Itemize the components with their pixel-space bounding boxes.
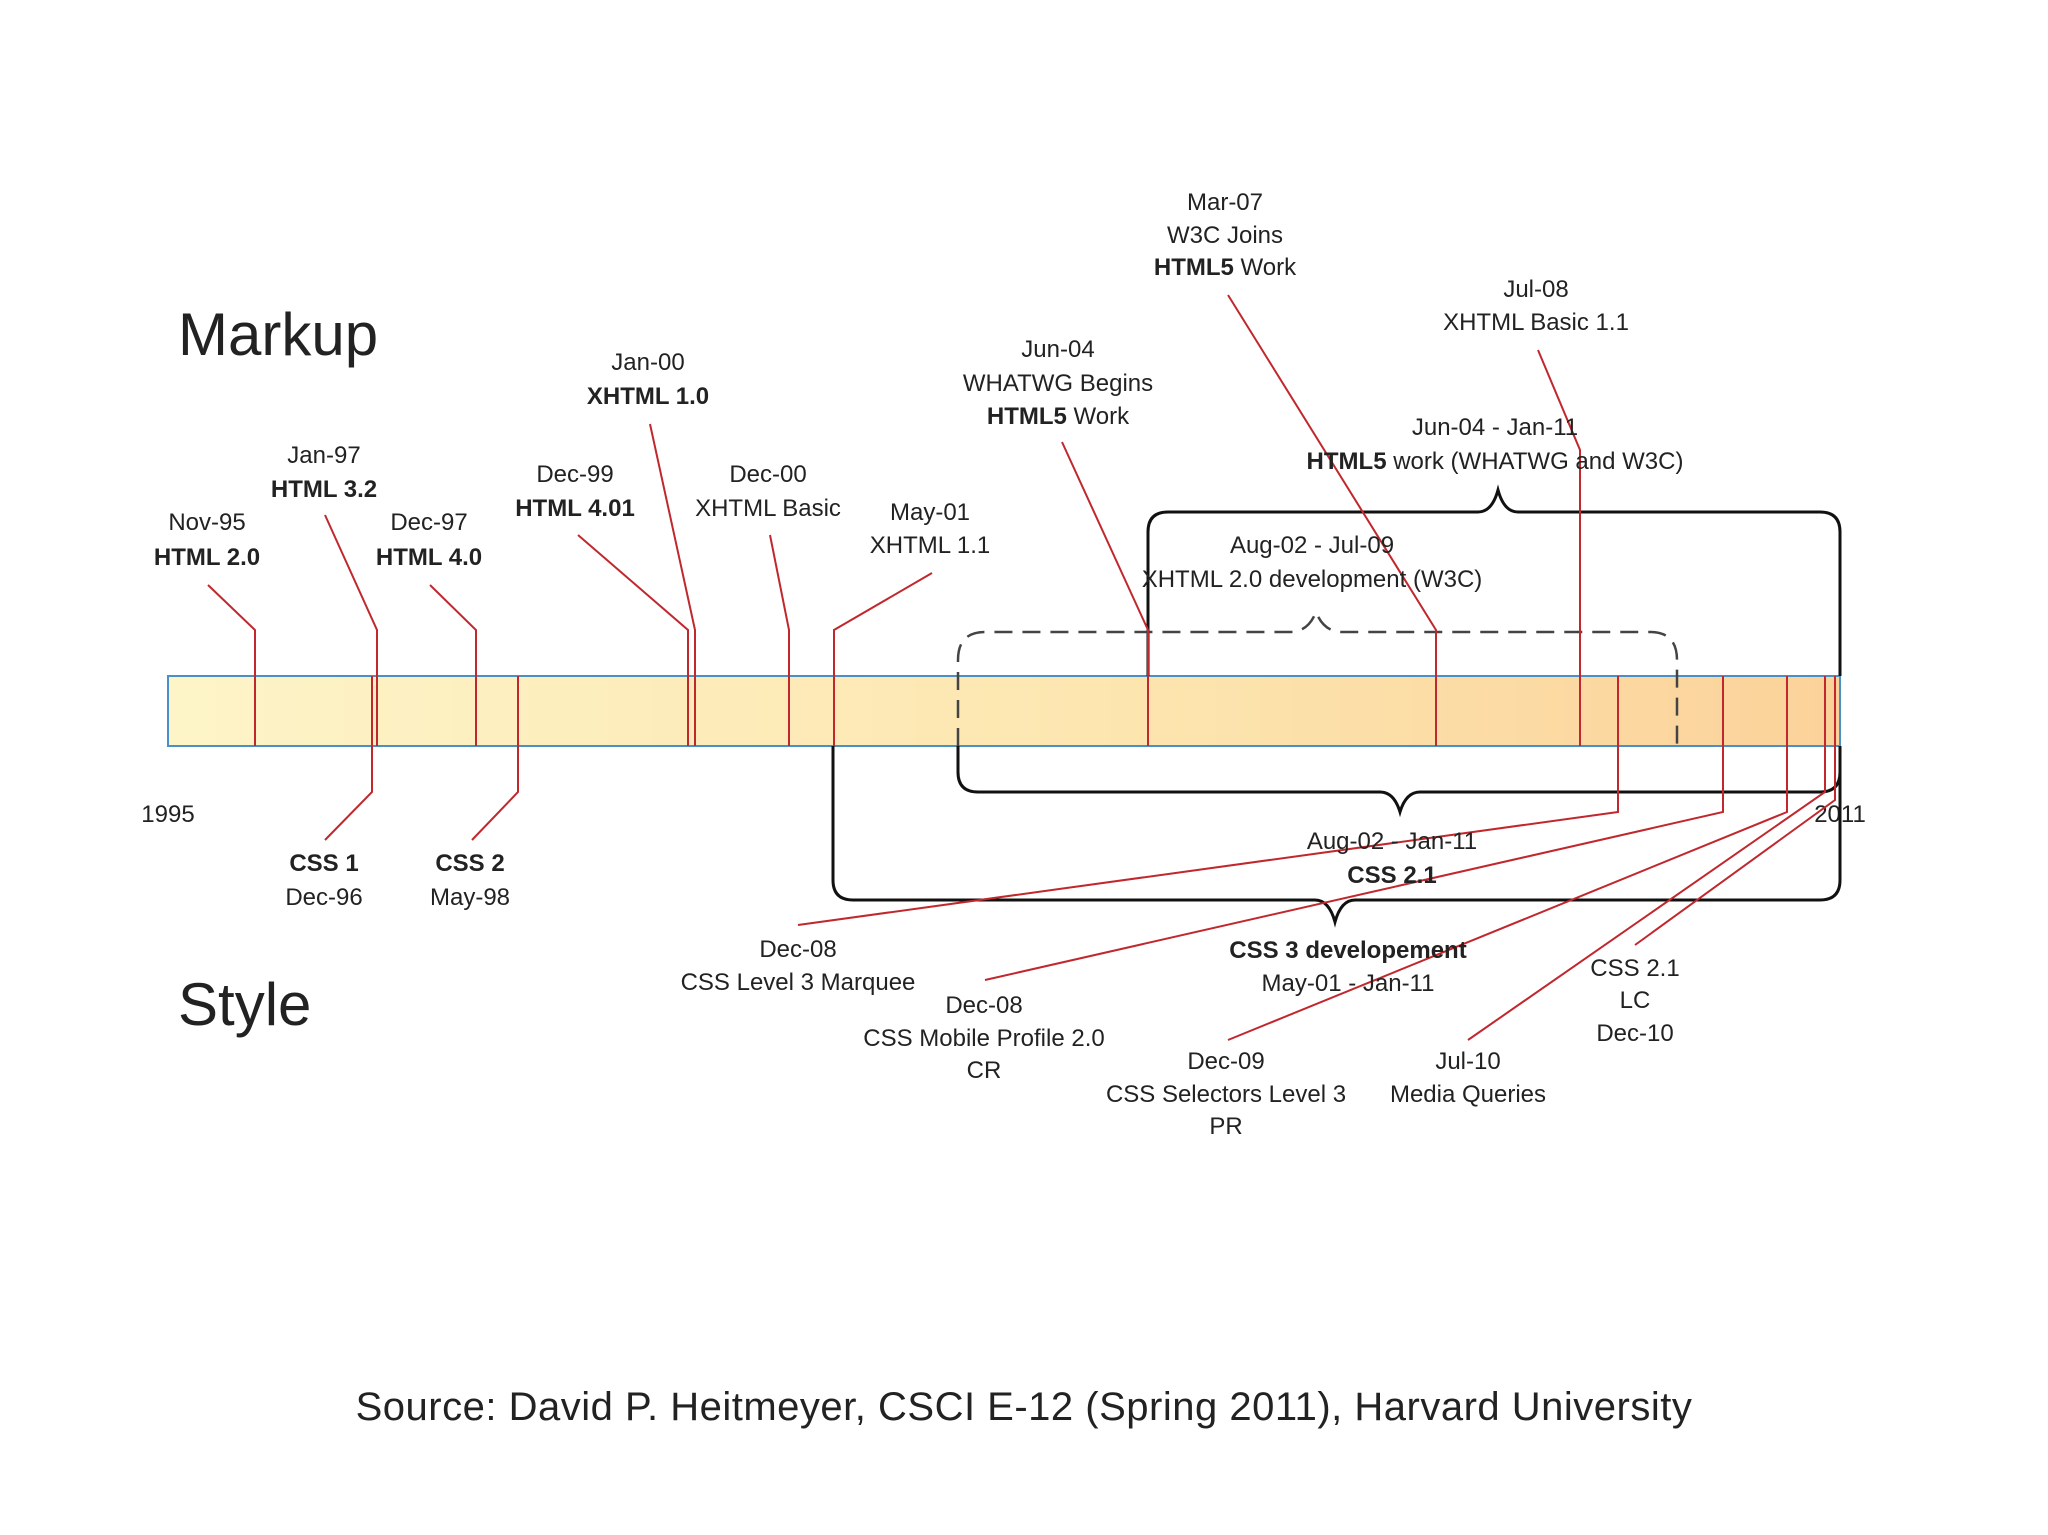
xhtml2-dev-brace — [956, 608, 1679, 746]
style-event-css1: CSS 1 Dec-96 — [285, 850, 362, 911]
event-date: Nov-95 — [168, 509, 245, 536]
span-name: CSS 2.1 — [1347, 862, 1436, 889]
axis-start-label: 1995 — [141, 801, 194, 828]
style-event-css2: CSS 2 May-98 — [430, 850, 510, 911]
event-name: XHTML Basic 1.1 — [1443, 309, 1629, 336]
span-name: XHTML 2.0 development (W3C) — [1142, 566, 1483, 593]
markup-event-nov95: Nov-95 HTML 2.0 — [154, 509, 260, 571]
event-date: Dec-00 — [729, 461, 806, 488]
markup-event-jan00: Jan-00 XHTML 1.0 — [587, 349, 709, 410]
css3-dev-brace — [831, 746, 1842, 928]
event-date: Dec-99 — [536, 461, 613, 488]
style-event-media-queries: Jul-10 Media Queries — [1390, 1048, 1546, 1108]
markup-event-jul08: Jul-08 XHTML Basic 1.1 — [1443, 276, 1629, 336]
span-range: Aug-02 - Jul-09 — [1230, 532, 1394, 559]
markup-heading: Markup — [178, 301, 378, 368]
event-date: Jul-10 — [1435, 1048, 1500, 1075]
markup-event-mar07: Mar-07 W3C Joins HTML5 Work — [1154, 189, 1297, 281]
span-range: May-01 - Jan-11 — [1262, 970, 1435, 997]
event-name: XHTML 1.0 — [587, 383, 709, 410]
markup-leader-lines — [207, 294, 1581, 746]
event-name: XHTML 1.1 — [870, 532, 990, 559]
markup-event-dec97: Dec-97 HTML 4.0 — [376, 509, 482, 571]
event-name: CSS 2 — [435, 850, 504, 877]
style-event-mobile-profile: Dec-08 CSS Mobile Profile 2.0 CR — [863, 992, 1104, 1084]
event-date: Jan-00 — [611, 349, 684, 376]
markup-event-dec99: Dec-99 HTML 4.01 — [515, 461, 635, 522]
style-leader-lines — [324, 676, 1836, 1041]
event-status: PR — [1209, 1113, 1242, 1140]
event-status: LC — [1620, 987, 1651, 1014]
markup-event-jun04: Jun-04 WHATWG Begins HTML5 Work — [963, 336, 1153, 430]
source-caption: Source: David P. Heitmeyer, CSCI E-12 (S… — [356, 1385, 1693, 1429]
markup-event-dec00: Dec-00 XHTML Basic — [695, 461, 841, 522]
event-name: CSS Mobile Profile 2.0 — [863, 1025, 1104, 1052]
markup-span-xhtml2: Aug-02 - Jul-09 XHTML 2.0 development (W… — [1142, 532, 1483, 593]
style-event-selectors: Dec-09 CSS Selectors Level 3 PR — [1106, 1048, 1346, 1140]
event-date: Dec-08 — [945, 992, 1022, 1019]
event-name: Media Queries — [1390, 1081, 1546, 1108]
event-date: Jan-97 — [287, 442, 360, 469]
span-name: HTML5 work (WHATWG and W3C) — [1307, 448, 1684, 475]
event-line2: W3C Joins — [1167, 222, 1283, 249]
markup-event-jan97: Jan-97 HTML 3.2 — [271, 442, 377, 503]
markup-span-html5-work: Jun-04 - Jan-11 HTML5 work (WHATWG and W… — [1307, 414, 1684, 475]
timeline-bar — [167, 675, 1841, 747]
event-name: HTML 2.0 — [154, 544, 260, 571]
style-span-css21: Aug-02 - Jan-11 CSS 2.1 — [1307, 828, 1477, 889]
event-name: HTML 4.01 — [515, 495, 635, 522]
event-name: CSS 2.1 — [1590, 955, 1679, 982]
event-name: CSS Level 3 Marquee — [681, 969, 916, 996]
event-date: Mar-07 — [1187, 189, 1263, 216]
markup-event-may01: May-01 XHTML 1.1 — [870, 499, 990, 559]
event-date: Dec-09 — [1187, 1048, 1264, 1075]
style-event-css21-lc: CSS 2.1 LC Dec-10 — [1590, 955, 1679, 1047]
event-date: Dec-97 — [390, 509, 467, 536]
event-date: Dec-08 — [759, 936, 836, 963]
event-date: Dec-10 — [1596, 1020, 1673, 1047]
style-span-css3: CSS 3 developement May-01 - Jan-11 — [1229, 937, 1466, 997]
span-range: Aug-02 - Jan-11 — [1307, 828, 1477, 855]
style-event-marquee: Dec-08 CSS Level 3 Marquee — [681, 936, 916, 996]
event-name: HTML5 Work — [987, 403, 1130, 430]
span-range: Jun-04 - Jan-11 — [1412, 414, 1578, 441]
span-name: CSS 3 developement — [1229, 937, 1466, 964]
event-status: CR — [967, 1057, 1002, 1084]
event-name: XHTML Basic — [695, 495, 841, 522]
event-name: HTML 4.0 — [376, 544, 482, 571]
event-name: CSS Selectors Level 3 — [1106, 1081, 1346, 1108]
css21-brace — [956, 746, 1842, 818]
event-date: May-01 — [890, 499, 970, 526]
event-date: May-98 — [430, 884, 510, 911]
html5-work-brace — [1146, 484, 1842, 676]
event-line2: WHATWG Begins — [963, 370, 1153, 397]
event-name: CSS 1 — [289, 850, 358, 877]
event-date: Jul-08 — [1503, 276, 1568, 303]
event-name: HTML5 Work — [1154, 254, 1297, 281]
style-heading: Style — [178, 971, 311, 1038]
event-name: HTML 3.2 — [271, 476, 377, 503]
event-date: Dec-96 — [285, 884, 362, 911]
event-date: Jun-04 — [1021, 336, 1094, 363]
